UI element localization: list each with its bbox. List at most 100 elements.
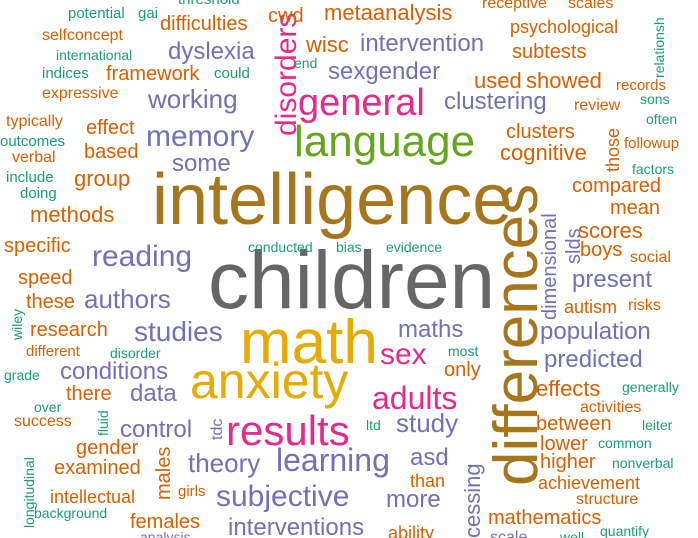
word-lower: lower	[540, 433, 588, 455]
word-working: working	[148, 84, 238, 114]
word-subjective: subjective	[216, 480, 350, 513]
word-international: international	[56, 47, 133, 63]
word-group: group	[74, 166, 131, 191]
word-subtests: subtests	[512, 41, 587, 63]
word-achievement: achievement	[538, 473, 641, 493]
word-background: background	[34, 505, 108, 521]
word-framework: framework	[106, 63, 200, 85]
word-bias: bias	[336, 239, 362, 255]
word-leiter: leiter	[642, 417, 673, 433]
word-longitudinal: longitudinal	[21, 457, 37, 528]
word-expressive: expressive	[42, 85, 119, 102]
word-males: males	[153, 446, 175, 500]
word-clustering: clustering	[444, 88, 547, 115]
word-disorders: disorders	[270, 12, 303, 136]
word-maths: maths	[398, 316, 464, 343]
word-fluid: fluid	[95, 410, 111, 436]
word-general: general	[298, 82, 425, 124]
word-structure: structure	[576, 491, 639, 508]
word-mathematics: mathematics	[488, 507, 602, 529]
word-memory: memory	[146, 120, 255, 153]
word-cognitive: cognitive	[500, 140, 587, 165]
word-asd: asd	[410, 444, 449, 471]
word-between: between	[536, 413, 612, 435]
word-some: some	[172, 150, 231, 177]
word-selfconcept: selfconcept	[42, 27, 123, 44]
word-clusters: clusters	[506, 121, 575, 143]
word-authors: authors	[84, 284, 171, 314]
word-than: than	[410, 471, 446, 491]
word-compared: compared	[572, 175, 661, 197]
word-speed: speed	[18, 267, 73, 289]
word-metaanalysis: metaanalysis	[324, 0, 453, 25]
word-ability: ability	[388, 523, 435, 538]
word-relationsh: relationsh	[651, 17, 667, 78]
word-sons: sons	[640, 91, 670, 107]
word-records: records	[616, 77, 667, 94]
word-females: females	[130, 511, 201, 533]
word-math: math	[240, 308, 378, 377]
word-generally: generally	[622, 379, 679, 395]
word-review: review	[574, 97, 621, 114]
word-sex: sex	[380, 338, 427, 371]
word-potential: potential	[68, 5, 125, 22]
word-wiley: wiley	[9, 308, 25, 340]
word-risks: risks	[628, 297, 661, 314]
word-intelligence: intelligence	[152, 160, 513, 240]
word-well: well	[560, 529, 585, 538]
word-girls: girls	[178, 483, 206, 500]
word-examined: examined	[54, 457, 141, 479]
word-intervention: intervention	[360, 30, 485, 57]
word-learning: learning	[276, 442, 390, 478]
word-autism: autism	[564, 297, 618, 317]
word-studies: studies	[134, 316, 223, 347]
word-typically: typically	[6, 113, 63, 130]
word-methods: methods	[30, 202, 115, 227]
word-outcomes: outcomes	[0, 133, 66, 150]
word-effect: effect	[86, 117, 135, 139]
word-scales: scales	[568, 0, 614, 12]
word-common: common	[598, 435, 652, 451]
word-grade: grade	[4, 367, 40, 383]
word-specific: specific	[4, 235, 71, 257]
word-children: children	[208, 235, 496, 326]
word-end: end	[294, 55, 318, 71]
word-only: only	[444, 359, 481, 381]
word-sexgender: sexgender	[328, 58, 441, 85]
word-success: success	[14, 413, 72, 430]
word-results: results	[226, 407, 350, 454]
word-used: used	[474, 68, 522, 93]
word-conditions: conditions	[60, 358, 169, 385]
word-factors: factors	[632, 161, 675, 177]
word-gender: gender	[76, 437, 139, 459]
word-followup: followup	[624, 135, 680, 152]
word-analysis: analysis	[140, 529, 191, 538]
word-cessing: cessing	[460, 463, 485, 538]
word-most: most	[448, 343, 479, 359]
word-include: include	[6, 169, 54, 186]
word-research: research	[30, 319, 108, 341]
word-psychological: psychological	[510, 17, 619, 37]
word-these: these	[26, 291, 75, 313]
word-ltd: ltd	[366, 417, 381, 433]
word-effects: effects	[536, 376, 601, 401]
word-present: present	[572, 266, 653, 293]
word-wisc: wisc	[306, 32, 349, 57]
word-receptive: receptive	[482, 0, 547, 12]
word-data: data	[130, 380, 177, 407]
word-mean: mean	[610, 197, 661, 219]
word-difficulties: difficulties	[160, 13, 248, 35]
word-based: based	[84, 141, 139, 163]
word-intellectual: intellectual	[50, 487, 136, 507]
word-conducted: conducted	[248, 239, 313, 255]
word-more: more	[386, 486, 441, 513]
word-showed: showed	[526, 68, 602, 93]
word-social: social	[630, 249, 671, 266]
word-predicted: predicted	[544, 346, 643, 373]
word-dyslexia: dyslexia	[168, 38, 255, 65]
word-over: over	[34, 399, 62, 415]
word-verbal: verbal	[12, 149, 56, 166]
word-reading: reading	[92, 240, 193, 273]
word-scores: scores	[578, 218, 643, 243]
